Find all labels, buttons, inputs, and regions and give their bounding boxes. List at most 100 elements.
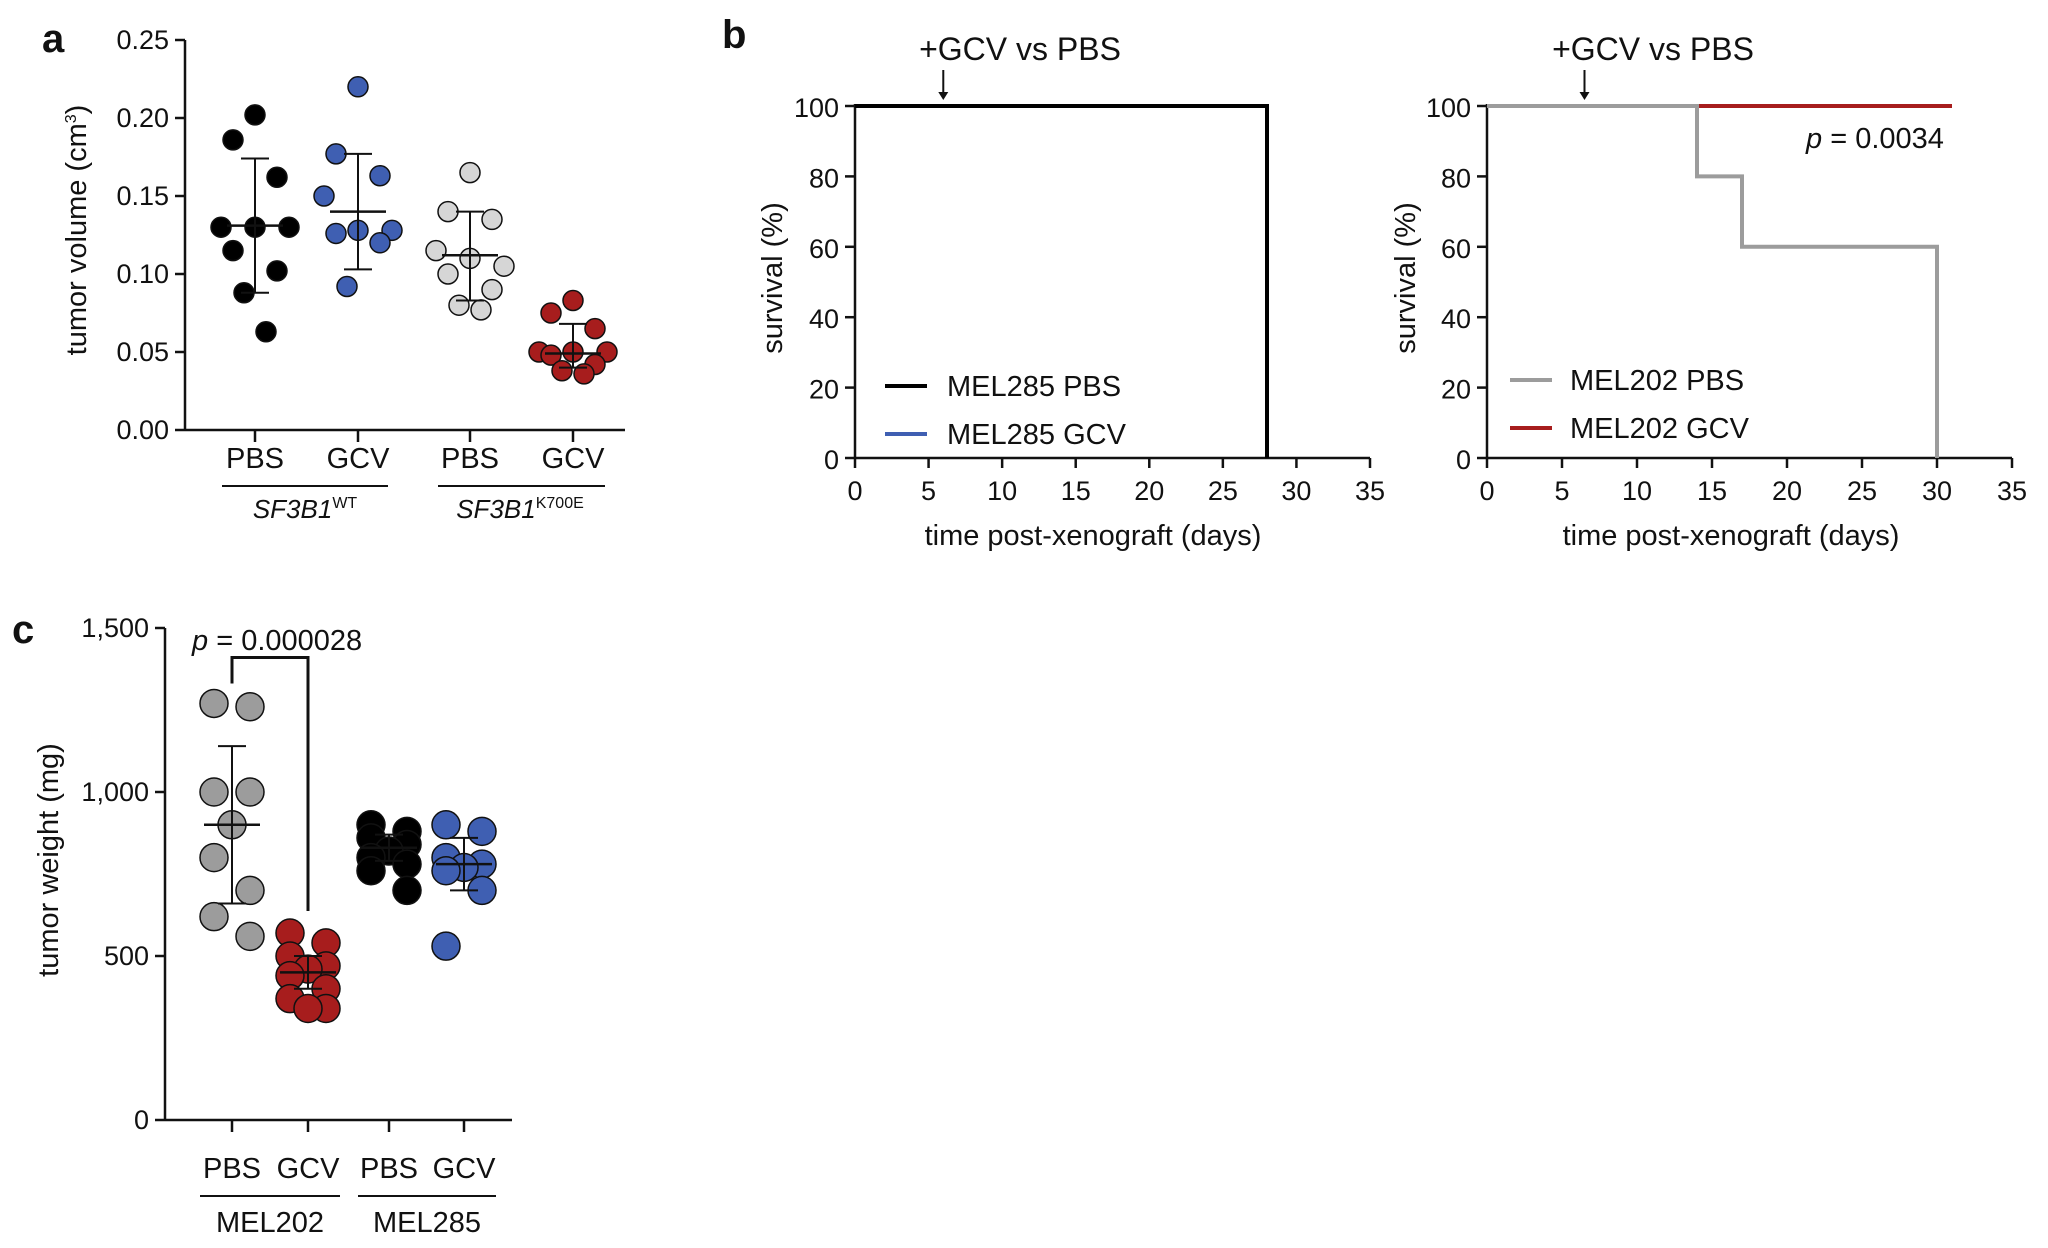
- panel-c-chart: tumor weight (mg) p = 0.000028 0 500 1,000…: [33, 613, 512, 1239]
- a-marks-point-3-1: [540, 302, 562, 324]
- legend-label-mel285-gcv: MEL285 GCV: [947, 419, 1127, 451]
- b2-marks-ytick-label-2: 40: [1441, 304, 1471, 334]
- b1-marks-series-line-1: [855, 104, 1269, 458]
- c-marks-ytick-label-3: 1,500: [81, 613, 149, 643]
- b1-marks-ytick-label-5: 100: [794, 93, 839, 123]
- c-marks-ytick-label-1: 500: [104, 941, 149, 971]
- panel-c-ylabel: tumor weight (mg): [33, 743, 65, 977]
- c-marks-point-0-6: [235, 875, 265, 906]
- a-marks-point-0-9: [255, 320, 277, 343]
- panel-b-left-xlabel: time post-xenograft (days): [925, 520, 1262, 552]
- panel-c-cat-3: PBS: [360, 1153, 418, 1185]
- panel-c-cat-4: GCV: [433, 1153, 497, 1185]
- c-marks-point-3-5: [431, 855, 461, 886]
- b1-marks-series-line-0: [855, 104, 1269, 458]
- a-marks-point-0-0: [244, 104, 266, 126]
- a-marks-point-2-2: [481, 208, 503, 231]
- c-marks-point-0-5: [199, 842, 229, 873]
- b1-marks-xtick-label-0: 0: [847, 476, 862, 506]
- panel-a-chart: tumor volume (cm3) 0.00 0.05 0.10 0.15 0.20 0…: [61, 25, 625, 524]
- panel-c-cat-2: GCV: [277, 1153, 341, 1185]
- a-marks-point-2-3: [425, 239, 447, 262]
- a-marks-point-3-2: [584, 317, 606, 340]
- b2-marks-ytick-label-3: 60: [1441, 234, 1471, 264]
- panel-a-cat-2: GCV: [327, 443, 391, 475]
- a-marks-point-2-5: [493, 255, 515, 277]
- b1-marks-xtick-label-6: 30: [1281, 476, 1311, 506]
- b2-marks-series-line-0: [1487, 104, 1939, 458]
- panel-a-ylabel: tumor volume (cm3): [61, 105, 93, 356]
- a-marks-point-3-6: [540, 344, 562, 366]
- panel-b-right-chart: +GCV vs PBS survival (%) time post-xenog…: [1390, 31, 2027, 552]
- b1-marks-arrow-head: [938, 92, 949, 100]
- b1-marks-xtick-label-2: 10: [987, 476, 1017, 506]
- b2-marks-xtick-label-6: 30: [1922, 476, 1952, 506]
- c-marks-point-2-7: [356, 855, 386, 886]
- b1-marks-xtick-label-7: 35: [1355, 476, 1385, 506]
- panel-a-cat-3: PBS: [441, 443, 499, 475]
- panel-c-significance-bracket: [230, 656, 310, 912]
- b1-marks-xtick-label-5: 25: [1208, 476, 1238, 506]
- panel-a-cat-4: GCV: [542, 443, 606, 475]
- panel-b-right-xlabel: time post-xenograft (days): [1563, 520, 1900, 552]
- c-marks-point-2-6: [392, 849, 422, 879]
- b2-marks-xtick-label-1: 5: [1554, 476, 1569, 506]
- a-marks-point-1-6: [325, 222, 347, 245]
- a-marks-point-0-6: [222, 239, 244, 262]
- b1-marks-ytick-label-0: 0: [824, 445, 839, 475]
- panel-a-group-2: SF3B1K700E: [456, 494, 584, 524]
- a-marks-point-3-0: [562, 289, 584, 312]
- c-marks-ytick-label-2: 1,000: [81, 777, 149, 807]
- c-marks-point-0-3: [235, 777, 265, 807]
- c-marks-point-0-0: [199, 688, 229, 719]
- c-marks-point-0-1: [235, 691, 265, 722]
- b1-marks-ytick-label-1: 20: [809, 375, 839, 405]
- b2-marks-xtick-label-7: 35: [1997, 476, 2027, 506]
- panel-b-right-annotation: +GCV vs PBS: [1552, 31, 1754, 67]
- panel-b-right-pvalue: p = 0.0034: [1805, 123, 1944, 155]
- c-marks-point-0-7: [199, 901, 229, 932]
- a-marks-point-2-8: [448, 294, 470, 316]
- a-marks-ytick-label-0: 0.00: [116, 415, 169, 445]
- panel-b-left-annotation: +GCV vs PBS: [919, 31, 1121, 67]
- b2-marks-arrow-head: [1579, 92, 1590, 100]
- panel-letter-a: a: [42, 17, 65, 61]
- a-marks-point-2-7: [481, 278, 503, 301]
- b2-marks-xtick-label-5: 25: [1847, 476, 1877, 506]
- c-marks-point-3-0: [431, 810, 461, 840]
- b2-marks-xtick-label-4: 20: [1772, 476, 1802, 506]
- c-marks-point-0-8: [235, 921, 265, 952]
- b1-marks-ytick-label-3: 60: [809, 234, 839, 264]
- a-marks-point-1-2: [369, 164, 391, 187]
- legend-label-mel285-pbs: MEL285 PBS: [947, 371, 1121, 403]
- legend-label-mel202-pbs: MEL202 PBS: [1570, 365, 1744, 397]
- panel-letter-c: c: [12, 608, 34, 652]
- b1-marks-ytick-label-2: 40: [809, 304, 839, 334]
- b2-marks-ytick-label-5: 100: [1426, 93, 1471, 123]
- a-marks-ytick-label-1: 0.05: [116, 337, 169, 367]
- panel-a-group-1: SF3B1WT: [253, 494, 358, 524]
- a-marks-point-2-6: [437, 263, 459, 285]
- c-marks-point-1-9: [293, 993, 323, 1024]
- c-marks-point-0-2: [199, 777, 229, 807]
- b1-marks-xtick-label-4: 20: [1134, 476, 1164, 506]
- c-marks-point-3-7: [431, 931, 461, 961]
- a-marks-point-2-0: [459, 161, 481, 184]
- panel-b-left-chart: +GCV vs PBS survival (%) time post-xenog…: [757, 31, 1385, 552]
- c-marks-point-3-1: [467, 816, 497, 847]
- b1-marks-xtick-label-1: 5: [921, 476, 936, 506]
- panel-letter-b: b: [722, 13, 746, 57]
- b2-marks-ytick-label-0: 0: [1456, 445, 1471, 475]
- panel-c-cat-1: PBS: [203, 1153, 261, 1185]
- a-marks-point-0-3: [210, 216, 232, 238]
- legend-label-mel202-gcv: MEL202 GCV: [1570, 413, 1750, 445]
- b2-marks-xtick-label-3: 15: [1697, 476, 1727, 506]
- a-marks-point-3-8: [551, 359, 573, 382]
- a-marks-point-3-9: [573, 363, 595, 385]
- a-marks-point-1-1: [325, 143, 347, 165]
- a-marks-point-2-9: [470, 299, 492, 321]
- c-marks-point-2-8: [392, 875, 422, 906]
- b1-marks-ytick-label-4: 80: [809, 163, 839, 193]
- b2-marks-xtick-label-0: 0: [1479, 476, 1494, 506]
